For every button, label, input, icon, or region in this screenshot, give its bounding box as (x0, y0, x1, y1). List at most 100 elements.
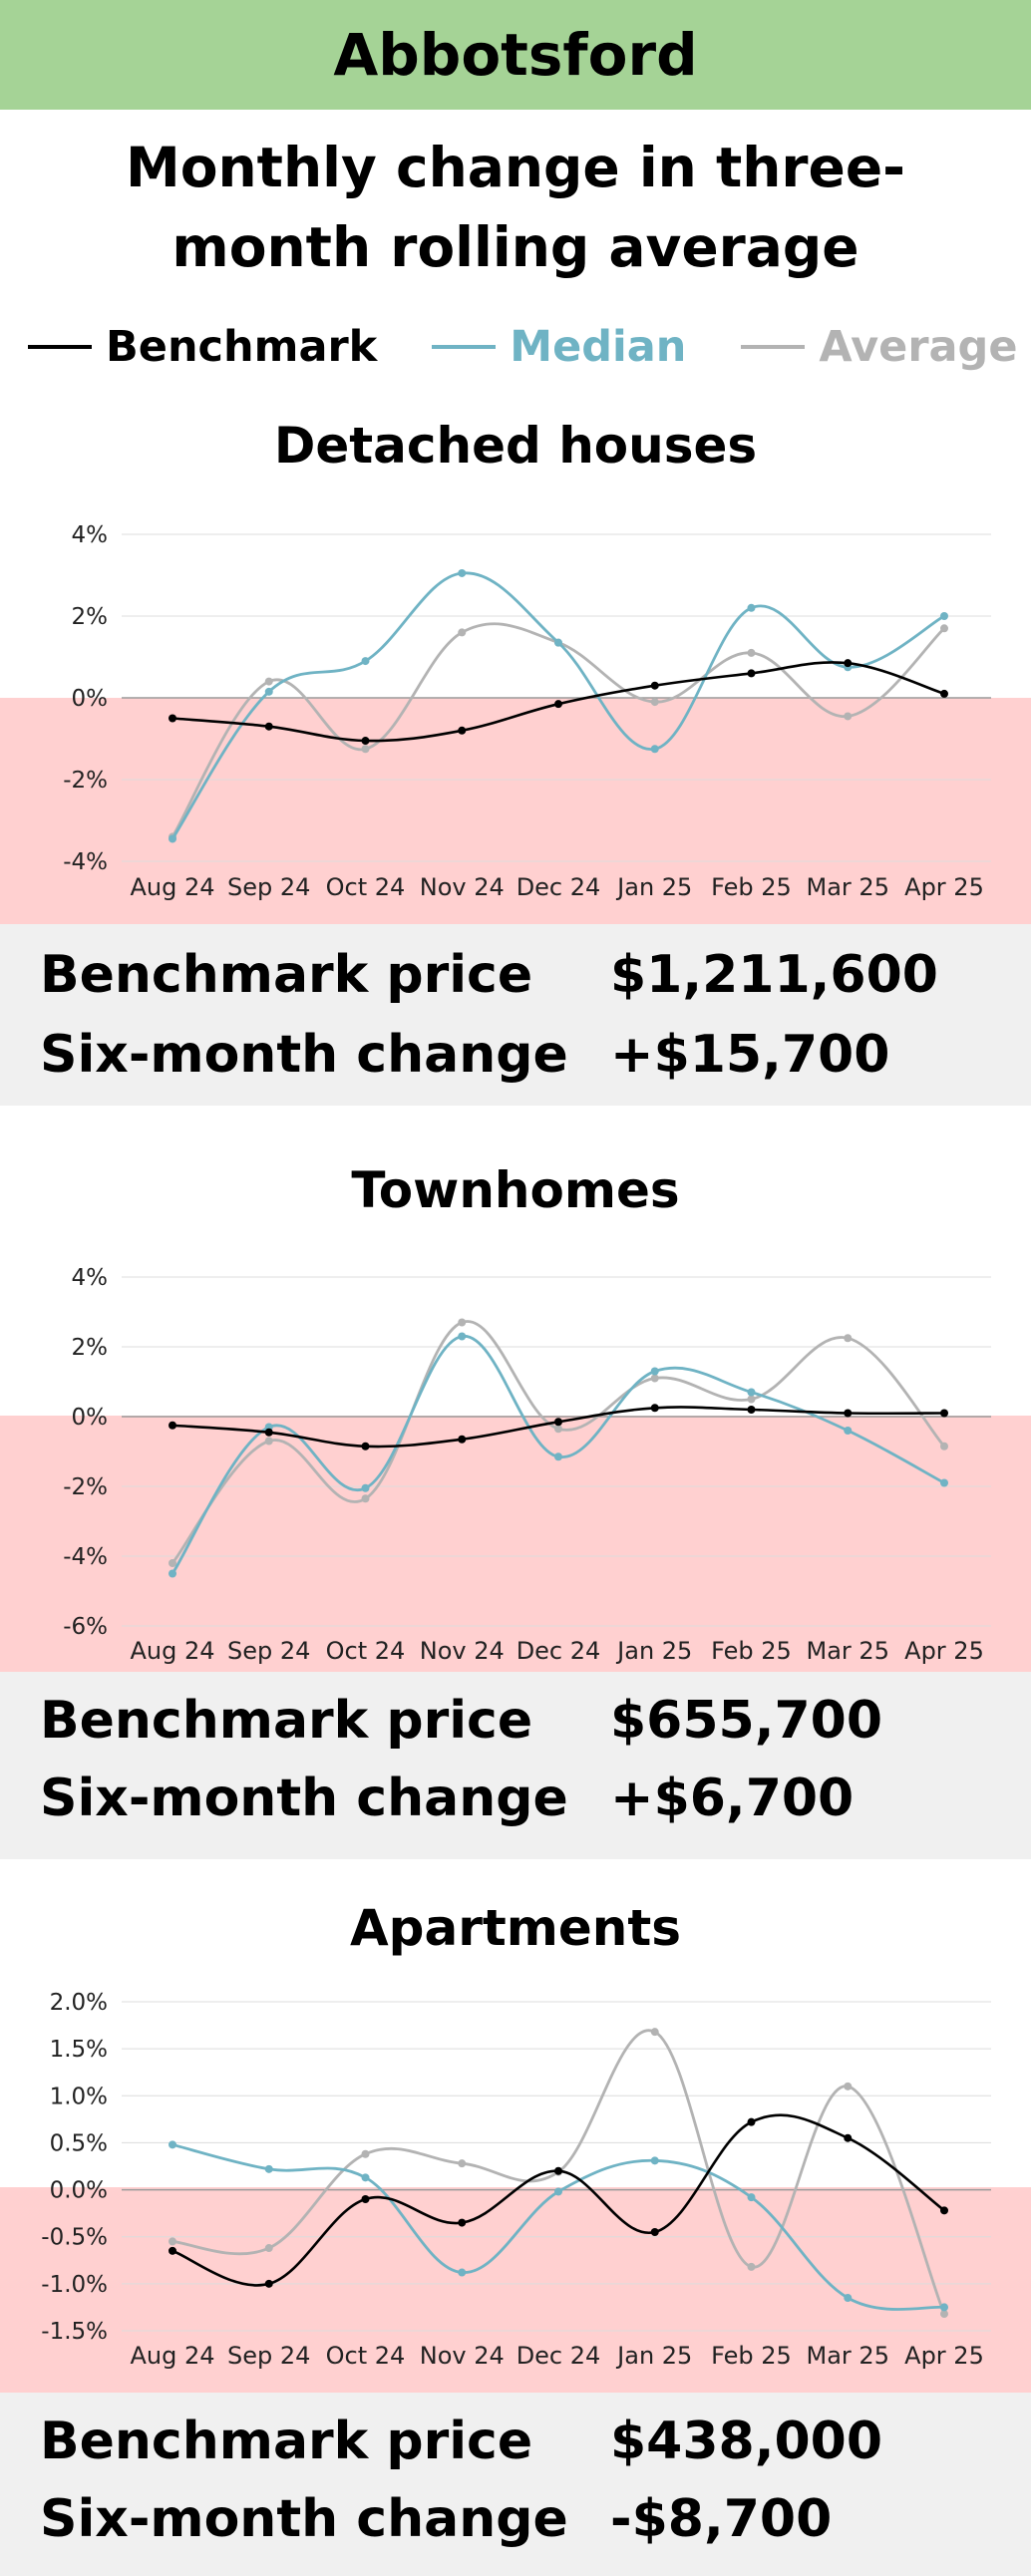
stat-row-benchmark-price: Benchmark price $655,700 (40, 1682, 997, 1760)
data-point-average (361, 1494, 370, 1503)
data-point-average (940, 1442, 948, 1450)
stats-panel-detached: Benchmark price $1,211,600 Six-month cha… (0, 924, 1031, 1106)
data-point-average (361, 2149, 370, 2158)
data-point-average (747, 1395, 756, 1404)
series-line-average (171, 622, 945, 838)
x-tick-label: Nov 24 (420, 1637, 505, 1665)
data-point-median (169, 834, 176, 843)
data-point-median (844, 1427, 853, 1435)
benchmark-price-value: $1,211,600 (610, 945, 938, 1005)
x-tick-label: Oct 24 (326, 1637, 406, 1665)
negative-band-townhomes (0, 1416, 1031, 1672)
y-tick-label: 2% (72, 604, 109, 630)
data-point-median (747, 603, 756, 612)
section-title-apartments: Apartments (349, 1899, 682, 1957)
y-tick-label: -2% (63, 768, 108, 794)
y-tick-label: 0.0% (50, 2178, 108, 2204)
six-month-change-label: Six-month change (40, 1769, 568, 1828)
data-point-benchmark (844, 2133, 853, 2142)
x-tick-label: Sep 24 (227, 873, 310, 901)
data-point-average (264, 1437, 273, 1446)
legend: Benchmark Median Average (28, 317, 1031, 377)
stat-row-benchmark-price: Benchmark price $438,000 (40, 2403, 997, 2480)
data-point-median (458, 2268, 467, 2277)
data-point-average (650, 698, 659, 707)
data-point-median (458, 1332, 467, 1341)
stat-row-six-month-change: Six-month change +$15,700 (40, 1016, 997, 1094)
x-tick-label: Dec 24 (516, 2342, 601, 2370)
data-point-median (747, 1388, 756, 1397)
data-point-benchmark (940, 2206, 948, 2215)
benchmark-price-value: $655,700 (610, 1691, 883, 1751)
data-point-average (650, 2028, 659, 2037)
x-tick-label: Nov 24 (420, 2342, 505, 2370)
data-point-benchmark (747, 2117, 756, 2126)
legend-item-benchmark: Benchmark (28, 322, 377, 372)
legend-label-benchmark: Benchmark (106, 322, 378, 372)
x-tick-label: Jan 25 (615, 2342, 692, 2370)
x-tick-label: Oct 24 (326, 2342, 406, 2370)
data-point-average (747, 2262, 756, 2271)
series-line-average (171, 1320, 946, 1564)
data-point-average (844, 1334, 853, 1343)
y-tick-label: 4% (72, 522, 109, 548)
data-point-benchmark (554, 2166, 562, 2175)
y-tick-label: -2% (63, 1474, 108, 1500)
legend-swatch-benchmark (28, 345, 92, 349)
data-point-average (264, 2244, 273, 2253)
stats-panel-townhomes: Benchmark price $655,700 Six-month chang… (0, 1672, 1031, 1859)
data-point-median (650, 1367, 659, 1376)
six-month-change-label: Six-month change (40, 2489, 568, 2549)
data-point-average (264, 677, 273, 686)
x-tick-label: Mar 25 (807, 2342, 889, 2370)
y-tick-label: 0% (72, 686, 109, 712)
x-tick-label: Nov 24 (420, 873, 505, 901)
section-title-detached: Detached houses (273, 417, 758, 475)
chart-townhomes: 4% 2% 0% -2% -4% -6% Aug 24 Sep 24 Oct 24 Nov 24 D… (63, 1265, 991, 1665)
data-point-median (554, 638, 562, 647)
chart-apartments: 2.0% 1.5% 1.0% 0.5% 0.0% -0.5% -1.0% -1.5% Aug 2… (41, 1990, 991, 2370)
data-point-average (844, 2082, 853, 2091)
benchmark-price-label: Benchmark price (40, 2412, 533, 2471)
data-point-average (940, 2310, 948, 2319)
six-month-change-value: +$6,700 (610, 1769, 855, 1828)
x-tick-label: Aug 24 (130, 1637, 214, 1665)
data-point-benchmark (747, 1406, 756, 1414)
six-month-change-label: Six-month change (40, 1025, 568, 1085)
data-point-average (361, 745, 370, 754)
data-point-benchmark (264, 2279, 273, 2288)
stats-panel-apartments: Benchmark price $438,000 Six-month chang… (0, 2393, 1031, 2576)
y-tick-label: 4% (72, 1265, 109, 1291)
data-point-average (940, 624, 948, 633)
page-title: Monthly change in three-month rolling av… (126, 136, 905, 279)
data-point-average (650, 1374, 659, 1383)
data-point-benchmark (844, 659, 853, 668)
data-point-average (747, 648, 756, 657)
data-point-benchmark (747, 669, 756, 678)
x-tick-label: Mar 25 (807, 873, 889, 901)
data-point-benchmark (169, 1421, 176, 1430)
benchmark-price-value: $438,000 (610, 2412, 883, 2471)
data-point-benchmark (458, 1435, 467, 1444)
y-tick-label: -0.5% (41, 2225, 108, 2251)
negative-band-apartments (0, 2187, 1031, 2393)
data-point-benchmark (650, 2228, 659, 2236)
x-tick-label: Aug 24 (130, 2342, 214, 2370)
data-point-median (940, 2303, 948, 2312)
y-tick-label: 2.0% (50, 1990, 108, 2016)
y-tick-label: 1.5% (50, 2037, 108, 2063)
x-tick-label: Jan 25 (615, 1637, 692, 1665)
data-point-average (458, 628, 467, 637)
y-tick-label: 1.0% (50, 2084, 108, 2109)
x-tick-label: Feb 25 (711, 1637, 792, 1665)
x-tick-label: Apr 25 (904, 873, 984, 901)
data-point-average (554, 1425, 562, 1434)
data-point-benchmark (169, 2246, 176, 2255)
y-tick-label: 2% (72, 1335, 109, 1361)
data-point-benchmark (844, 1409, 853, 1418)
x-tick-label: Oct 24 (326, 873, 406, 901)
x-tick-label: Sep 24 (227, 2342, 310, 2370)
benchmark-price-label: Benchmark price (40, 945, 533, 1005)
section-title-townhomes: Townhomes (351, 1161, 680, 1219)
data-point-average (458, 1318, 467, 1327)
